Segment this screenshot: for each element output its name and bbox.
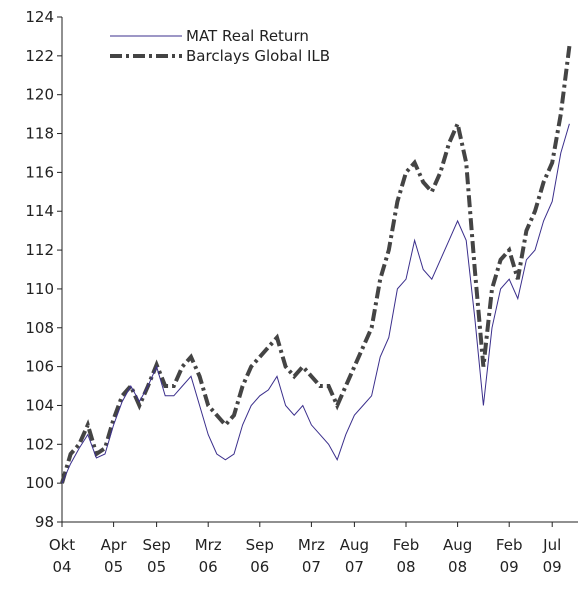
y-tick-label: 110 [25, 280, 54, 298]
y-tick-label: 114 [25, 202, 54, 220]
y-tick-label: 118 [25, 125, 54, 143]
y-tick-label: 98 [35, 513, 54, 531]
y-tick-label: 104 [25, 396, 54, 414]
x-tick-label: Sep 06 [246, 536, 274, 576]
x-tick-label: Aug 08 [443, 536, 472, 576]
y-tick-label: 112 [25, 241, 54, 259]
x-tick-label: Sep 05 [142, 536, 170, 576]
x-tick-label: Mrz 06 [195, 536, 222, 576]
legend-label: MAT Real Return [186, 27, 309, 45]
y-tick-label: 122 [25, 47, 54, 65]
x-tick-label: Feb 09 [496, 536, 523, 576]
x-tick-label: Aug 07 [340, 536, 369, 576]
y-tick-label: 116 [25, 163, 54, 181]
y-tick-label: 124 [25, 8, 54, 26]
y-tick-label: 108 [25, 319, 54, 337]
legend-label: Barclays Global ILB [186, 47, 330, 65]
x-tick-label: Mrz 07 [298, 536, 325, 576]
x-tick-label: Okt 04 [49, 536, 75, 576]
y-tick-label: 100 [25, 474, 54, 492]
x-tick-label: Jul 09 [542, 536, 562, 576]
y-tick-label: 102 [25, 435, 54, 453]
series-line [61, 123, 570, 484]
series-line [60, 45, 572, 484]
y-tick-label: 120 [25, 86, 54, 104]
x-tick-label: Apr 05 [101, 536, 128, 576]
y-tick-label: 106 [25, 358, 54, 376]
x-tick-label: Feb 08 [393, 536, 420, 576]
